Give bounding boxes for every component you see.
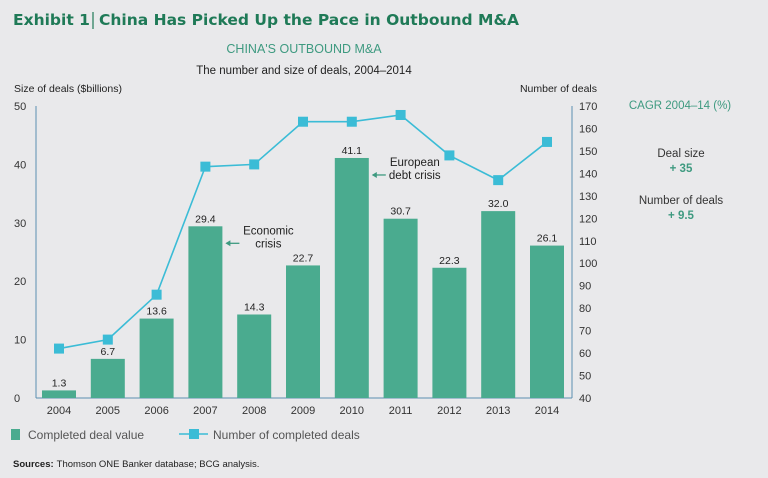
deals-marker-2012	[444, 150, 455, 161]
y2-tick-label: 90	[579, 281, 591, 293]
y2-tick-label: 40	[579, 393, 591, 405]
y-tick-label: 10	[14, 335, 26, 347]
y-axis-label: Size of deals ($billions)	[14, 83, 122, 95]
bar-value-label: 30.7	[390, 206, 411, 218]
y2-tick-label: 110	[579, 236, 597, 248]
legend-bar-label: Completed deal value	[28, 428, 144, 442]
data-labels: 1.3 6.7 13.6 29.4 14.3 22.7 41.1 30.7 22.3 32.0 26…	[52, 145, 558, 389]
y2-tick-label: 100	[579, 258, 597, 270]
legend-line-label: Number of completed deals	[213, 428, 360, 442]
y2-tick-label: 150	[579, 146, 597, 158]
deals-marker-2006	[151, 289, 162, 300]
y2-tick-label: 130	[579, 191, 597, 203]
bar-value-label: 32.0	[488, 198, 509, 210]
bar-value-label: 22.3	[439, 255, 460, 267]
deals-line	[54, 109, 552, 354]
bar-value-label: 14.3	[244, 301, 265, 313]
y2-tick-label: 60	[579, 348, 591, 360]
cagr-deal-size-label: Deal size	[657, 148, 704, 160]
x-tick-label: 2010	[340, 405, 364, 417]
bar-2012	[432, 267, 467, 398]
deals-marker-2009	[298, 116, 308, 127]
y2-tick-label: 160	[579, 123, 597, 135]
x-tick-label: 2009	[291, 405, 315, 417]
bar-2011	[383, 218, 418, 398]
cagr-deal-size-value: + 35	[670, 163, 693, 175]
y-tick-label: 30	[14, 218, 26, 230]
bar-2010	[334, 157, 369, 398]
bar-value-label: 26.1	[537, 233, 558, 245]
x-tick-label: 2014	[535, 405, 559, 417]
bar-2005	[90, 358, 125, 398]
bar-2008	[237, 314, 272, 398]
deals-marker-2007	[200, 161, 211, 172]
annotation-text: European	[390, 157, 440, 169]
page-title: China Has Picked Up the Pace in Outbound…	[99, 11, 519, 29]
y2-tick-label: 80	[579, 303, 591, 315]
deals-marker-2004	[54, 343, 64, 354]
bar-2009	[286, 265, 320, 398]
bar-2013	[481, 211, 516, 398]
bar-value-label: 29.4	[195, 213, 216, 225]
deals-marker-2014	[542, 136, 552, 147]
x-tick-label: 2005	[96, 405, 120, 417]
y-tick-label: 40	[14, 159, 26, 171]
legend-marker-swatch	[189, 429, 199, 439]
x-tick-label: 2008	[242, 405, 266, 417]
chart-subtitle: The number and size of deals, 2004–2014	[196, 65, 412, 77]
bars	[42, 157, 564, 398]
legend-bar-swatch	[11, 429, 20, 440]
annotation-text: crisis	[255, 238, 281, 250]
exhibit-number: Exhibit 1	[13, 11, 90, 29]
y2-tick-label: 140	[579, 168, 597, 180]
deals-marker-2008	[249, 159, 260, 170]
sources: Sources: Thomson ONE Banker database; BCG…	[13, 459, 259, 470]
arrow-head-icon	[371, 171, 377, 178]
deals-marker-2010	[346, 116, 357, 127]
y-tick-label: 20	[14, 276, 26, 288]
bar-2004	[42, 390, 76, 398]
y-tick-label: 0	[14, 393, 20, 405]
x-tick-label: 2013	[486, 405, 510, 417]
bar-2014	[530, 245, 564, 398]
x-tick-label: 2012	[437, 405, 461, 417]
y2-axis-label: Number of deals	[520, 83, 597, 95]
cagr-title: CAGR 2004–14 (%)	[629, 100, 731, 112]
sources-label: Sources:	[13, 459, 54, 470]
bar-2007	[188, 226, 223, 398]
y2-tick-label: 120	[579, 213, 597, 225]
bar-value-label: 6.7	[100, 346, 115, 358]
y-tick-label: 50	[14, 101, 26, 113]
x-tick-label: 2011	[389, 405, 413, 417]
bar-2006	[139, 318, 174, 398]
bar-value-label: 41.1	[342, 145, 363, 157]
sources-text: Thomson ONE Banker database; BCG analysi…	[57, 459, 260, 470]
y2-tick-label: 170	[579, 101, 597, 113]
x-tick-label: 2004	[47, 405, 71, 417]
bar-value-label: 22.7	[293, 252, 314, 264]
deals-marker-2005	[102, 334, 113, 345]
deals-marker-2013	[493, 175, 504, 186]
arrow-head-icon	[225, 240, 231, 247]
annotation-text: Economic	[243, 225, 294, 237]
exhibit-label: Exhibit 1	[13, 11, 90, 29]
y2-tick-label: 50	[579, 371, 591, 383]
axes: 0 10 20 30 40 50 40 50 60 70 80 90 100 110 120 130 140 15…	[14, 101, 597, 417]
y2-tick-label: 70	[579, 326, 591, 338]
bar-value-label: 13.6	[146, 306, 167, 318]
annotation-text: debt crisis	[389, 170, 441, 182]
bar-value-label: 1.3	[52, 377, 67, 389]
cagr-number-value: + 9.5	[668, 210, 695, 222]
x-tick-label: 2007	[193, 405, 217, 417]
cagr-number-label: Number of deals	[639, 195, 724, 207]
chart-title: CHINA'S OUTBOUND M&A	[226, 42, 382, 56]
x-tick-label: 2006	[144, 405, 168, 417]
deals-marker-2011	[395, 109, 406, 120]
